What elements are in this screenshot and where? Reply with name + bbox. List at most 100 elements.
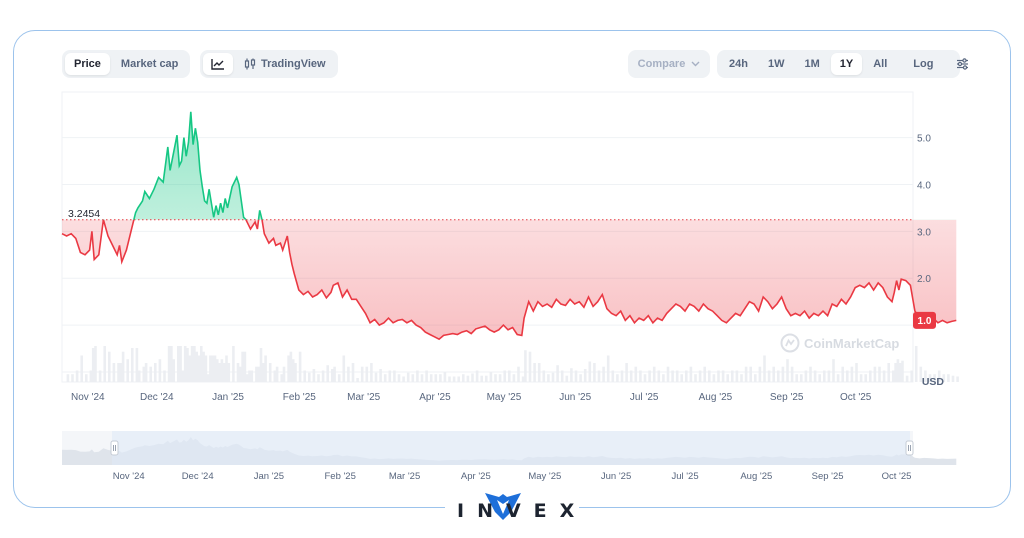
volume-bar [452,376,456,382]
navigator-tick-label: Nov '24 [113,471,145,482]
volume-bar [91,348,95,382]
volume-bar [508,370,511,382]
volume-bar [167,346,171,382]
volume-bar [892,370,895,382]
navigator-left-handle[interactable] [110,440,119,456]
volume-bar [202,351,205,382]
watermark-text: CoinMarketCap [804,336,899,351]
volume-bar [698,370,702,382]
volume-bar [429,374,433,382]
volume-bar [89,370,93,382]
volume-bar [606,355,610,382]
volume-bar [689,366,693,382]
volume-bar [144,363,148,382]
volume-bar [556,365,559,382]
volume-bar [475,370,479,382]
line-chart-button[interactable] [203,53,233,75]
range-1w[interactable]: 1W [767,58,785,70]
volume-bar [383,374,387,382]
navigator-tick-label: Apr '25 [461,471,491,482]
volume-bar [675,370,679,382]
volume-bar [933,374,936,382]
volume-bar [303,370,306,382]
tab-price[interactable]: Price [65,53,110,75]
volume-bar [588,361,592,382]
price-series-line-down [61,219,957,341]
volume-bar [602,366,605,382]
volume-bar [131,348,134,382]
volume-bar [388,370,392,382]
volume-bar [250,370,254,382]
volume-bar [204,355,208,382]
coinmarketcap-watermark: CoinMarketCap [780,333,899,353]
chart-settings-button[interactable] [950,53,975,75]
x-tick-label: Oct '25 [840,392,872,403]
x-tick-label: Jan '25 [212,392,244,403]
volume-bar [521,376,525,382]
volume-bar [956,376,959,382]
volume-bar [749,366,752,382]
volume-bar [855,363,858,382]
volume-bar [103,346,106,382]
volume-bar [781,366,785,382]
price-series-line-up [102,111,263,220]
range-1m[interactable]: 1M [804,58,820,70]
volume-bar [149,366,152,382]
volume-bar [896,359,900,382]
chevron-down-icon [691,61,700,67]
volume-bar [190,346,194,382]
range-all[interactable]: All [873,58,888,70]
volume-bar [763,355,766,382]
volume-bar [443,372,447,382]
volume-bar [800,374,803,382]
navigator-tick-label: Feb '25 [324,471,355,482]
volume-bar [666,366,670,382]
tab-market-cap[interactable]: Market cap [120,58,179,70]
volume-bar [662,374,665,382]
volume-bar [685,370,688,382]
volume-bar [712,374,716,382]
invex-logo-icon [485,493,521,520]
volume-bar [241,351,244,382]
volume-bar [80,355,83,382]
volume-bar [823,370,826,382]
volume-bar [652,366,656,382]
range-24h[interactable]: 24h [729,58,748,70]
chart-type-switch: TradingView [200,50,338,78]
x-tick-label: May '25 [487,392,522,403]
volume-bar [894,363,897,382]
log-scale-toggle[interactable]: Log [913,58,934,70]
volume-bar [98,370,102,382]
volume-bar [177,346,180,382]
volume-bar [280,374,283,382]
tradingview-label: TradingView [261,58,326,70]
volume-bar [480,375,483,382]
volume-bar [878,366,881,382]
navigator-right-handle[interactable] [905,440,914,456]
range-1y[interactable]: 1Y [830,53,863,75]
volume-bar [818,374,821,382]
compare-dropdown[interactable]: Compare [628,50,710,78]
volume-bars [66,346,959,382]
volume-bar [163,370,166,382]
navigator-selection[interactable] [112,431,910,465]
volume-bar [735,370,739,382]
volume-bar [597,370,601,382]
volume-bar [294,363,297,382]
volume-bar [347,366,350,382]
x-tick-label: Aug '25 [699,392,733,403]
navigator-tick-label: Jun '25 [601,471,631,482]
volume-bar [547,374,550,382]
tradingview-button[interactable]: TradingView [235,53,335,75]
navigator-tick-label: Jul '25 [671,471,698,482]
volume-bar [457,376,460,382]
volume-bar [94,346,97,382]
volume-bar [195,351,198,382]
volume-bar [859,374,863,382]
volume-bar [841,366,844,382]
volume-bar [671,370,674,382]
reference-value-label: 3.2454 [68,208,100,220]
volume-bar [726,374,729,382]
volume-bar [813,370,817,382]
